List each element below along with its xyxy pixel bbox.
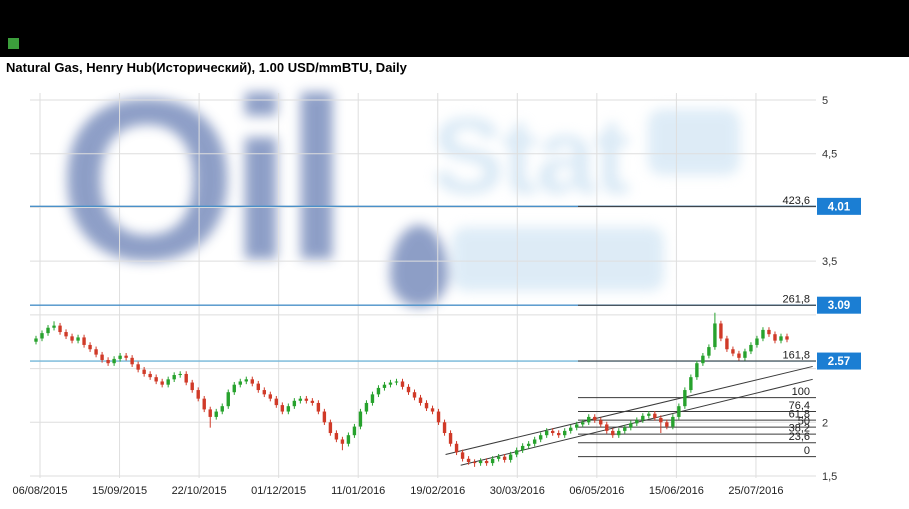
svg-text:15/06/2016: 15/06/2016 bbox=[649, 485, 704, 497]
svg-text:0: 0 bbox=[804, 445, 810, 457]
svg-text:4.01: 4.01 bbox=[828, 201, 851, 213]
svg-text:25/07/2016: 25/07/2016 bbox=[728, 485, 783, 497]
instrument-color-chip bbox=[8, 38, 19, 49]
chart-title: Natural Gas, Henry Hub(Исторический), 1.… bbox=[6, 60, 407, 75]
svg-text:22/10/2015: 22/10/2015 bbox=[172, 485, 227, 497]
svg-text:423,6: 423,6 bbox=[782, 195, 810, 207]
svg-text:38,2: 38,2 bbox=[789, 423, 810, 435]
svg-text:61,8: 61,8 bbox=[789, 409, 810, 421]
svg-text:06/08/2015: 06/08/2015 bbox=[12, 485, 67, 497]
svg-text:11/01/2016: 11/01/2016 bbox=[331, 485, 385, 497]
svg-text:2: 2 bbox=[822, 417, 828, 429]
svg-text:01/12/2015: 01/12/2015 bbox=[251, 485, 306, 497]
svg-text:4,5: 4,5 bbox=[822, 149, 837, 161]
svg-text:76,4: 76,4 bbox=[789, 400, 810, 412]
svg-text:100: 100 bbox=[792, 386, 810, 398]
window-top-bar bbox=[0, 0, 909, 57]
svg-text:15/09/2015: 15/09/2015 bbox=[92, 485, 147, 497]
svg-text:19/02/2016: 19/02/2016 bbox=[410, 485, 465, 497]
svg-text:1,5: 1,5 bbox=[822, 471, 837, 483]
svg-text:23,6: 23,6 bbox=[789, 431, 810, 443]
svg-text:5: 5 bbox=[822, 95, 828, 107]
svg-text:3,5: 3,5 bbox=[822, 256, 837, 268]
svg-text:261,8: 261,8 bbox=[782, 294, 810, 306]
svg-text:06/05/2016: 06/05/2016 bbox=[569, 485, 624, 497]
svg-text:30/03/2016: 30/03/2016 bbox=[490, 485, 545, 497]
svg-text:2.57: 2.57 bbox=[828, 356, 850, 368]
svg-text:161,8: 161,8 bbox=[782, 350, 810, 362]
svg-text:50: 50 bbox=[798, 416, 810, 428]
svg-text:3.09: 3.09 bbox=[828, 300, 850, 312]
